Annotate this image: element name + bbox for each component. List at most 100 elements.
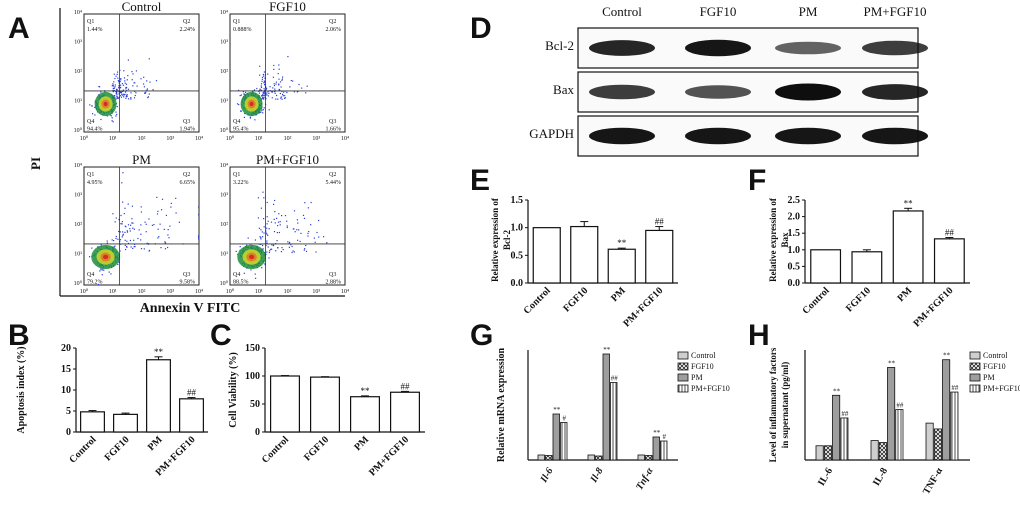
- legend-label: FGF10: [691, 362, 714, 371]
- x-group-label: Tnf-α: [634, 466, 656, 493]
- flow-dot: [275, 83, 277, 85]
- flow-dot: [158, 236, 160, 238]
- flow-dot: [115, 115, 117, 117]
- flow-dot: [110, 273, 112, 275]
- flow-dot: [92, 113, 94, 115]
- flow-dot: [126, 230, 128, 232]
- y-tick-label: 100: [245, 371, 260, 382]
- flow-dot: [262, 109, 264, 111]
- flow-dot: [124, 207, 126, 209]
- flow-dot: [133, 97, 136, 99]
- flow-y-label: PI: [28, 157, 43, 170]
- flow-dot: [117, 263, 119, 265]
- flow-dot: [112, 121, 114, 123]
- flow-dot: [269, 86, 271, 88]
- flow-dot: [244, 113, 246, 115]
- flow-dot: [117, 77, 119, 79]
- flow-dot: [263, 226, 265, 228]
- flow-dot: [198, 238, 200, 240]
- flow-dot: [118, 230, 120, 233]
- flow-dot: [148, 58, 150, 60]
- flow-dot: [121, 223, 123, 225]
- flow-dot: [249, 116, 251, 118]
- flow-dot: [127, 88, 130, 90]
- flow-dot: [290, 80, 292, 82]
- flow-dot: [264, 77, 266, 79]
- flow-dot: [147, 97, 149, 99]
- flow-dot: [137, 237, 139, 240]
- flow-dot: [165, 214, 167, 216]
- flow-dot: [247, 237, 249, 239]
- flow-y-tick: 10⁰: [74, 127, 83, 134]
- flow-dot: [277, 221, 280, 223]
- quadrant-q3-label: Q3: [329, 119, 336, 125]
- flow-dot: [113, 246, 115, 248]
- flow-plot-title: Control: [122, 0, 162, 14]
- flow-dot: [198, 236, 200, 238]
- bar: [870, 440, 879, 461]
- flow-dot: [326, 242, 328, 244]
- flow-dot: [272, 76, 274, 78]
- flow-dot: [292, 228, 294, 230]
- y-axis-label: Relative expression of: [490, 197, 500, 282]
- flow-dot: [89, 104, 91, 106]
- flow-dot: [305, 250, 308, 252]
- flow-dot: [156, 213, 159, 215]
- significance-mark: **: [361, 386, 371, 396]
- quadrant-q3-label: Q3: [183, 119, 190, 125]
- flow-dot: [286, 91, 288, 94]
- y-axis-label: Bcl-2: [502, 230, 512, 250]
- significance-mark: ##: [951, 384, 959, 392]
- bar: [587, 454, 595, 461]
- flow-dot: [97, 246, 99, 248]
- y-tick-label: 5: [66, 406, 71, 417]
- western-band: [685, 85, 751, 99]
- flow-dot: [287, 241, 289, 243]
- flow-dot: [272, 245, 274, 247]
- flow-y-tick: 10⁴: [74, 163, 82, 169]
- western-band: [862, 84, 928, 100]
- flow-dot: [261, 80, 263, 82]
- flow-dot: [283, 91, 285, 93]
- flow-dot: [314, 241, 316, 243]
- flow-dot: [121, 182, 123, 184]
- y-tick-label: 10: [61, 385, 71, 396]
- y-tick-label: 0.0: [511, 278, 524, 289]
- x-tick-label: PM+FGF10: [911, 285, 955, 329]
- significance-mark: **: [154, 347, 164, 357]
- flow-x-tick: 10⁴: [195, 289, 203, 295]
- bar: [390, 391, 421, 433]
- flow-x-tick: 10³: [166, 289, 174, 295]
- flow-dot: [253, 89, 256, 91]
- flow-dot: [115, 92, 118, 94]
- bar: [637, 454, 645, 461]
- flow-dot: [121, 93, 123, 95]
- flow-density-core: [249, 101, 254, 107]
- flow-dot: [117, 238, 119, 240]
- flow-dot: [99, 86, 101, 88]
- flow-dot: [296, 91, 298, 93]
- flow-dot: [263, 232, 265, 234]
- flow-dot: [116, 73, 118, 75]
- flow-dot: [315, 251, 317, 253]
- flow-dot: [261, 267, 263, 269]
- flow-dot: [260, 237, 262, 239]
- flow-dot: [263, 71, 265, 73]
- flow-dot: [276, 232, 278, 234]
- flow-dot: [268, 228, 270, 230]
- flow-dot: [259, 74, 261, 76]
- flow-dot: [175, 197, 177, 199]
- significance-mark: **: [833, 387, 841, 395]
- flow-dot: [316, 231, 318, 234]
- flow-dot: [262, 248, 264, 250]
- flow-dot: [259, 65, 261, 67]
- flow-dot: [148, 250, 150, 252]
- flow-dot: [110, 115, 112, 117]
- flow-dot: [267, 246, 269, 248]
- significance-mark: **: [603, 346, 611, 354]
- flow-dot: [140, 224, 142, 226]
- flow-dot: [122, 201, 124, 203]
- flow-dot: [235, 250, 237, 252]
- flow-y-tick: 10¹: [220, 99, 228, 105]
- bar: [925, 422, 934, 461]
